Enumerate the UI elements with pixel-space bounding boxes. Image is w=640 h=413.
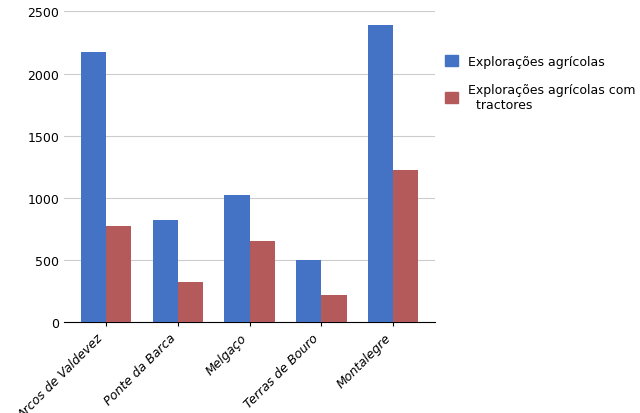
Bar	[368, 26, 393, 322]
Bar	[296, 260, 321, 322]
Bar	[106, 226, 131, 322]
Bar	[393, 171, 419, 322]
Bar	[178, 282, 203, 322]
Bar	[321, 296, 346, 322]
Bar	[81, 53, 106, 322]
Bar	[225, 196, 250, 322]
Bar	[250, 241, 275, 322]
Bar	[153, 221, 178, 322]
Legend: Explorações agrícolas, Explorações agrícolas com
  tractores: Explorações agrícolas, Explorações agríc…	[445, 56, 635, 112]
